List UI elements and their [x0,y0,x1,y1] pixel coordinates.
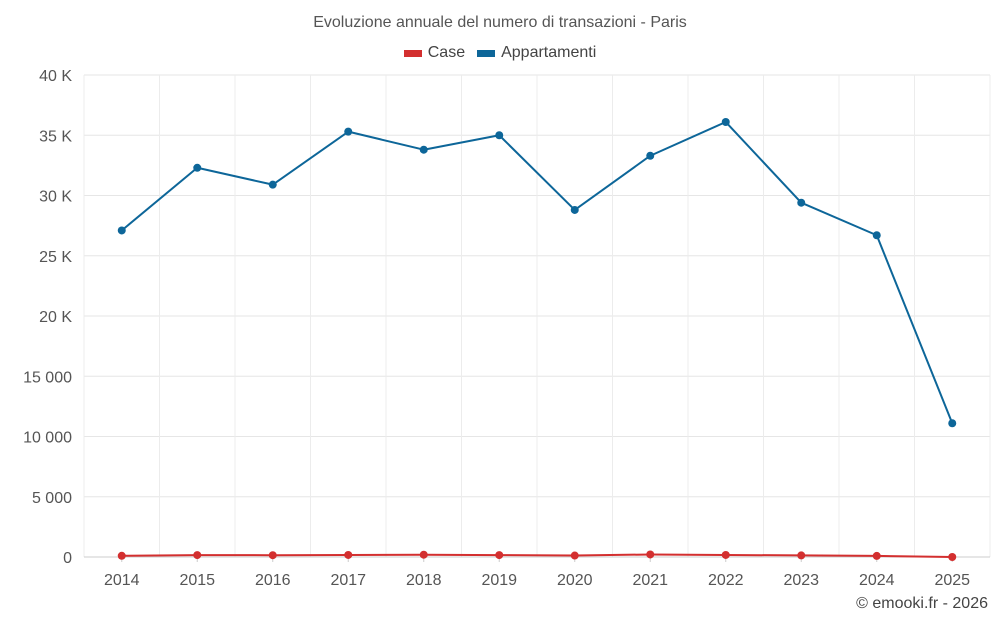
data-point-case [117,551,126,560]
credit-text: © emooki.fr - 2026 [856,595,988,612]
y-tick-label: 35 K [39,128,72,145]
x-tick-label: 2022 [708,572,744,589]
y-tick-label: 30 K [39,189,72,206]
x-tick-label: 2024 [859,572,895,589]
y-tick-label: 15 000 [23,369,72,386]
data-point-appartamenti [344,127,353,136]
y-tick-label: 0 [63,550,72,567]
legend-label-case: Case [427,44,466,61]
x-tick-label: 2017 [330,572,366,589]
y-axis: 0 5 000 10 000 15 000 20 K 25 K 30 K 35 K 40 K [23,68,72,567]
data-point-case [797,551,806,560]
grid [83,74,991,558]
x-tick-label: 2018 [406,572,442,589]
x-tick-label: 2019 [481,572,517,589]
data-point-case [721,550,730,559]
y-tick-label: 40 K [39,68,72,85]
data-point-appartamenti [948,419,957,428]
data-point-appartamenti [495,131,504,140]
data-point-case [419,550,428,559]
chart-title: Evoluzione annuale del numero di transaz… [313,14,687,31]
data-point-case [646,550,655,559]
data-point-appartamenti [646,151,655,160]
legend-swatch-appartamenti [477,49,496,57]
data-point-appartamenti [570,205,579,214]
data-point-appartamenti [872,231,881,240]
legend: Case Appartamenti [0,44,1000,62]
data-point-appartamenti [117,226,126,235]
data-point-appartamenti [721,117,730,126]
data-point-case [948,553,957,561]
y-tick-label: 25 K [39,249,72,266]
legend-swatch-case [403,49,422,57]
data-point-case [193,551,202,560]
x-tick-label: 2014 [104,572,140,589]
data-point-appartamenti [797,198,806,207]
y-tick-label: 20 K [39,309,72,326]
y-tick-label: 5 000 [32,490,72,507]
data-point-case [872,551,881,560]
data-point-appartamenti [268,180,277,189]
series-line-case [121,553,953,558]
legend-item-appartamenti[interactable]: Appartamenti [477,44,596,62]
x-tick-label: 2025 [934,572,970,589]
y-tick-label: 10 000 [23,430,72,447]
data-point-case [570,551,579,560]
x-axis: 2014 2015 2016 2017 2018 2019 2020 2021 2022 2023… [84,556,990,589]
series-line-appartamenti [121,120,954,424]
data-point-appartamenti [193,163,202,172]
series-group [117,117,957,561]
x-tick-label: 2016 [255,572,291,589]
data-point-case [495,551,504,560]
data-point-case [268,551,277,560]
x-tick-label: 2020 [557,572,593,589]
data-point-appartamenti [419,145,428,154]
legend-label-appartamenti: Appartamenti [501,44,597,61]
x-tick-label: 2015 [179,572,215,589]
x-tick-label: 2023 [783,572,819,589]
legend-item-case[interactable]: Case [403,44,466,62]
x-tick-label: 2021 [632,572,668,589]
data-point-case [344,550,353,559]
